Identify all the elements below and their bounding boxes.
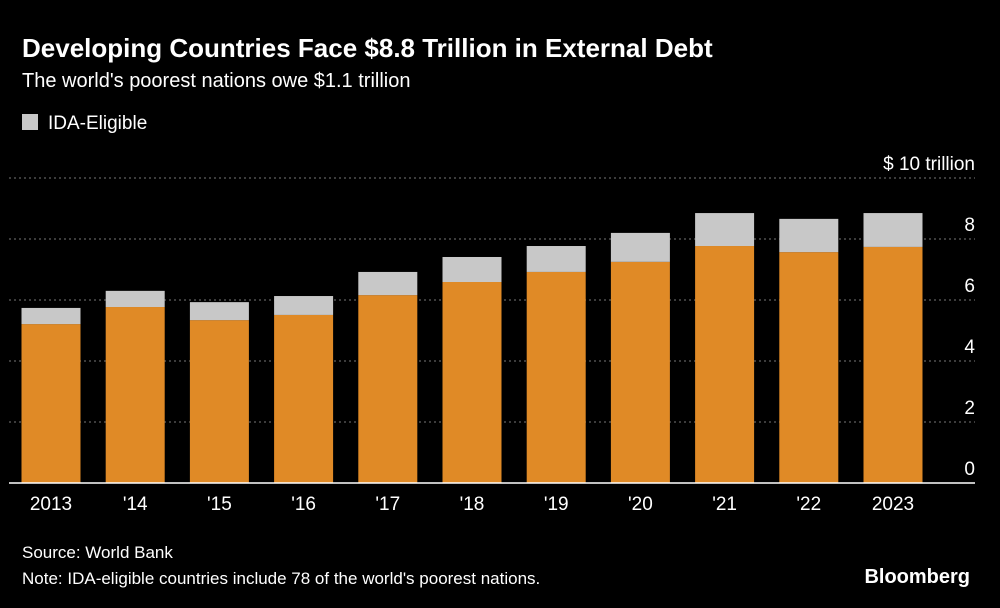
x-tick-label: 2013 [30,494,72,515]
bar-segment [610,232,670,262]
x-tick-label: '21 [712,494,737,515]
source: Source: World Bank [22,543,173,562]
bar-segment [695,246,755,483]
x-tick-label: '22 [796,494,821,515]
bar-segment [274,296,334,315]
x-tick-label: '17 [375,494,400,515]
x-tick-label: '20 [628,494,653,515]
legend-label: IDA-Eligible [48,113,147,134]
bar-segment [189,320,249,483]
bar-segment [21,307,81,325]
x-tick-label: '15 [207,494,232,515]
x-tick-label: '14 [123,494,148,515]
bar-segment [105,307,165,483]
y-tick-label: 0 [964,459,975,480]
bar-segment [358,295,418,483]
x-tick-label: 2023 [872,494,914,515]
chart-title: Developing Countries Face $8.8 Trillion … [22,33,713,63]
bar-segment [779,252,839,483]
bar-segment [526,271,586,483]
bar-segment [863,213,923,247]
chart-subtitle: The world's poorest nations owe $1.1 tri… [22,70,410,92]
bar-segment [274,314,334,483]
y-tick-label: $ 10 trillion [883,154,975,175]
bar-segment [695,213,755,247]
bar-segment [358,271,418,296]
bar-segment [442,256,502,283]
note: Note: IDA-eligible countries include 78 … [22,569,540,588]
bar-segment [189,302,249,321]
x-tick-label: '18 [460,494,485,515]
bar-segment [526,246,586,272]
y-tick-label: 8 [964,215,975,236]
bar-segment [779,218,839,253]
y-tick-label: 4 [964,337,975,358]
bar-segment [442,282,502,483]
y-tick-label: 2 [964,398,975,419]
x-tick-label: '16 [291,494,316,515]
x-tick-label: '19 [544,494,569,515]
bar-segment [610,261,670,483]
brand: Bloomberg [864,566,970,588]
bar-segment [105,290,165,308]
bar-segment [863,246,923,483]
legend-swatch [22,114,38,130]
y-tick-label: 6 [964,276,975,297]
bar-segment [21,324,81,483]
